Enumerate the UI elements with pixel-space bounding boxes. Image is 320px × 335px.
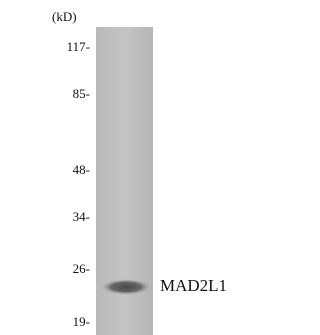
unit-label: (kD)	[52, 9, 77, 24]
marker-label: 117-	[67, 39, 90, 54]
band-label: MAD2L1	[160, 276, 227, 295]
marker-label: 48-	[73, 162, 90, 177]
protein-band	[101, 279, 151, 295]
marker-label: 26-	[73, 261, 90, 276]
blot-figure: (kD) 117- 85- 48- 34- 26- 19- MAD2L1	[0, 0, 246, 335]
marker-label: 85-	[73, 86, 90, 101]
page: (kD) 117- 85- 48- 34- 26- 19- MAD2L1 (()…	[0, 0, 246, 335]
marker-label: 34-	[73, 209, 90, 224]
marker-label: 19-	[73, 314, 90, 329]
